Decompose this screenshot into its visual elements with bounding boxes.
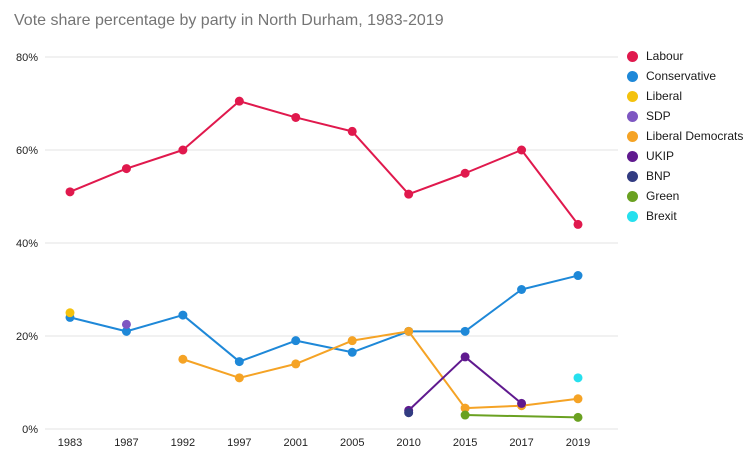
data-point-brexit xyxy=(573,373,583,383)
data-point-conservative xyxy=(460,326,470,336)
series-line-green xyxy=(464,414,579,419)
legend-item-green: Green xyxy=(627,189,743,203)
y-axis-tick-label: 0% xyxy=(22,424,38,436)
x-axis-tick-label: 2001 xyxy=(284,437,308,449)
legend-label: Green xyxy=(646,189,680,203)
data-point-ukip xyxy=(517,398,527,408)
data-point-conservative xyxy=(178,310,188,320)
legend-label: UKIP xyxy=(646,149,675,163)
data-point-labour xyxy=(517,145,527,155)
legend-label: Brexit xyxy=(646,209,677,223)
legend-dot-sdp xyxy=(627,110,638,122)
y-axis-tick-label: 20% xyxy=(16,331,38,343)
legend-dot-bnp xyxy=(627,170,638,182)
legend: Labour Conservative Liberal SDP Liberal Demo… xyxy=(627,49,744,230)
legend-item-sdp: SDP xyxy=(627,109,743,123)
chart-title: Vote share percentage by party in North … xyxy=(14,12,444,29)
legend-label: Liberal xyxy=(646,89,683,103)
legend-label: SDP xyxy=(646,109,671,123)
legend-item-conservative: Conservative xyxy=(627,69,743,83)
data-point-labour xyxy=(178,145,188,155)
data-point-green xyxy=(573,412,583,422)
data-point-green xyxy=(460,410,470,420)
data-point-liberal-democrats xyxy=(234,373,244,383)
legend-item-labour: Labour xyxy=(627,49,743,63)
data-point-liberal-democrats xyxy=(178,354,188,364)
data-point-labour xyxy=(573,219,583,229)
data-point-conservative xyxy=(347,347,357,357)
data-point-ukip xyxy=(460,352,470,362)
series-line-conservative xyxy=(69,274,579,363)
data-point-liberal-democrats xyxy=(573,394,583,404)
data-point-conservative xyxy=(291,336,301,346)
x-axis-tick-label: 2015 xyxy=(453,437,477,449)
data-point-conservative xyxy=(121,326,131,336)
x-axis-tick-label: 1992 xyxy=(171,437,195,449)
data-point-labour xyxy=(65,187,75,197)
legend-label: Liberal Democrats xyxy=(646,129,744,143)
data-point-labour xyxy=(347,126,357,136)
legend-dot-ukip xyxy=(627,150,638,162)
data-point-liberal-democrats xyxy=(291,359,301,369)
data-point-conservative xyxy=(517,285,527,294)
data-point-liberal-democrats xyxy=(460,403,470,413)
data-point-conservative xyxy=(234,357,244,367)
data-point-sdp xyxy=(121,319,131,329)
legend-dot-conservative xyxy=(627,70,638,82)
x-axis-tick-label: 2005 xyxy=(340,437,364,449)
data-point-conservative xyxy=(573,271,583,281)
legend-item-ukip: UKIP xyxy=(627,149,743,163)
data-point-labour xyxy=(121,164,131,174)
x-axis-tick-label: 2019 xyxy=(566,437,590,449)
data-point-bnp xyxy=(404,408,414,418)
legend-item-liberal: Liberal xyxy=(627,89,743,103)
x-axis-tick-label: 2010 xyxy=(396,437,420,449)
legend-item-liberal-democrats: Liberal Democrats xyxy=(627,129,744,143)
data-point-labour xyxy=(234,96,244,106)
data-point-labour xyxy=(291,112,301,122)
series-line-labour xyxy=(69,100,579,226)
x-axis-tick-label: 1997 xyxy=(227,437,251,449)
line-chart: 0% 20% 40% 60% 80% 1983 1987 1992 1997 2001 2005 20… xyxy=(16,52,618,449)
data-point-liberal-democrats xyxy=(347,336,357,346)
legend-label: Conservative xyxy=(646,69,717,83)
data-point-liberal xyxy=(65,308,75,318)
legend-dot-liberal xyxy=(627,90,638,102)
y-axis-tick-label: 40% xyxy=(16,238,38,250)
legend-dot-labour xyxy=(627,50,638,62)
y-axis-tick-label: 60% xyxy=(16,145,38,157)
x-axis-tick-label: 1987 xyxy=(114,437,138,449)
legend-label: Labour xyxy=(646,49,684,63)
series-line-liberal-democrats xyxy=(181,330,579,410)
data-point-liberal-democrats xyxy=(404,326,414,336)
series-line-ukip xyxy=(407,355,523,412)
x-axis-tick-label: 1983 xyxy=(58,437,82,449)
y-axis-tick-label: 80% xyxy=(16,52,38,64)
legend-dot-green xyxy=(627,190,638,202)
x-axis-tick-label: 2017 xyxy=(509,437,533,449)
legend-item-brexit: Brexit xyxy=(627,209,743,223)
data-point-labour xyxy=(460,168,470,178)
legend-dot-brexit xyxy=(627,210,638,222)
legend-label: BNP xyxy=(646,169,671,183)
data-point-labour xyxy=(404,189,414,199)
legend-dot-liberal-democrats xyxy=(627,130,638,142)
legend-item-bnp: BNP xyxy=(627,169,743,183)
